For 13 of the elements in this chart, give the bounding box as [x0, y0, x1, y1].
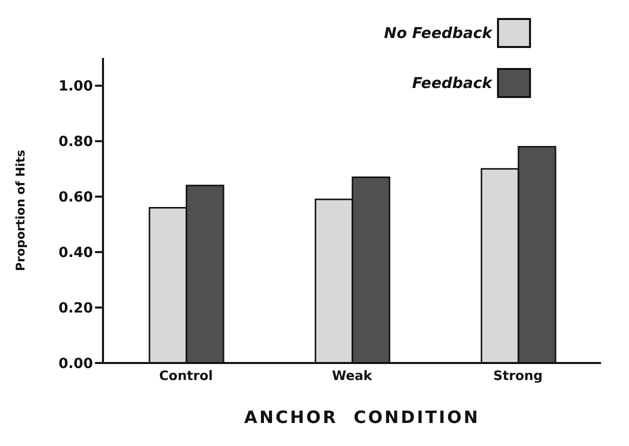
- x-tick-label: Control: [159, 369, 213, 384]
- x-axis-title: ANCHOR CONDITION: [243, 408, 481, 428]
- x-tick-label: Weak: [332, 369, 372, 384]
- y-axis-title: Proportion of Hits: [13, 150, 28, 272]
- x-tick-label: Strong: [493, 369, 543, 384]
- y-tick-label: 0.80: [58, 134, 94, 150]
- legend-label: Feedback: [412, 74, 492, 92]
- y-tick-label: 0.00: [58, 356, 94, 372]
- legend-label: No Feedback: [384, 24, 492, 42]
- y-tick-label: 0.60: [58, 190, 94, 206]
- y-tick-label: 0.20: [58, 300, 94, 317]
- y-tick-label: 0.40: [58, 245, 94, 262]
- y-tick-label: 1.00: [58, 78, 94, 95]
